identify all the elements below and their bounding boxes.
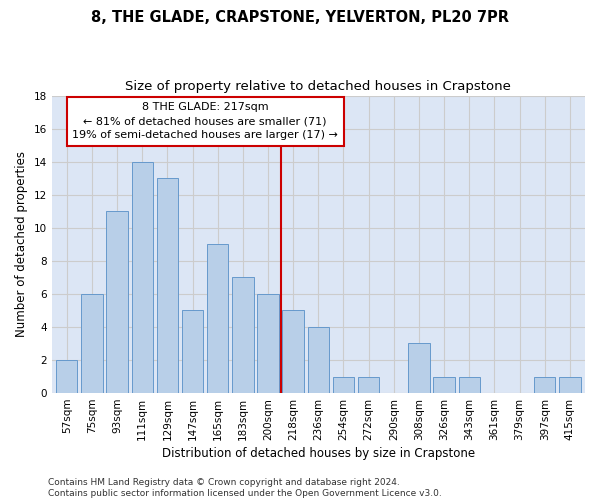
Bar bbox=[131, 162, 153, 393]
Text: 8 THE GLADE: 217sqm
← 81% of detached houses are smaller (71)
19% of semi-detach: 8 THE GLADE: 217sqm ← 81% of detached ho… bbox=[72, 102, 338, 140]
Bar bbox=[408, 344, 430, 393]
Text: Contains HM Land Registry data © Crown copyright and database right 2024.
Contai: Contains HM Land Registry data © Crown c… bbox=[48, 478, 442, 498]
Bar bbox=[308, 327, 329, 393]
Bar bbox=[232, 278, 254, 393]
Bar bbox=[534, 376, 556, 393]
Y-axis label: Number of detached properties: Number of detached properties bbox=[15, 152, 28, 338]
Bar bbox=[358, 376, 379, 393]
Bar bbox=[207, 244, 229, 393]
Bar bbox=[81, 294, 103, 393]
Bar bbox=[458, 376, 480, 393]
Bar bbox=[56, 360, 77, 393]
X-axis label: Distribution of detached houses by size in Crapstone: Distribution of detached houses by size … bbox=[162, 447, 475, 460]
Bar bbox=[106, 212, 128, 393]
Bar bbox=[559, 376, 581, 393]
Bar bbox=[157, 178, 178, 393]
Bar bbox=[433, 376, 455, 393]
Bar bbox=[257, 294, 279, 393]
Bar bbox=[182, 310, 203, 393]
Text: 8, THE GLADE, CRAPSTONE, YELVERTON, PL20 7PR: 8, THE GLADE, CRAPSTONE, YELVERTON, PL20… bbox=[91, 10, 509, 25]
Bar bbox=[333, 376, 354, 393]
Bar bbox=[283, 310, 304, 393]
Title: Size of property relative to detached houses in Crapstone: Size of property relative to detached ho… bbox=[125, 80, 511, 93]
